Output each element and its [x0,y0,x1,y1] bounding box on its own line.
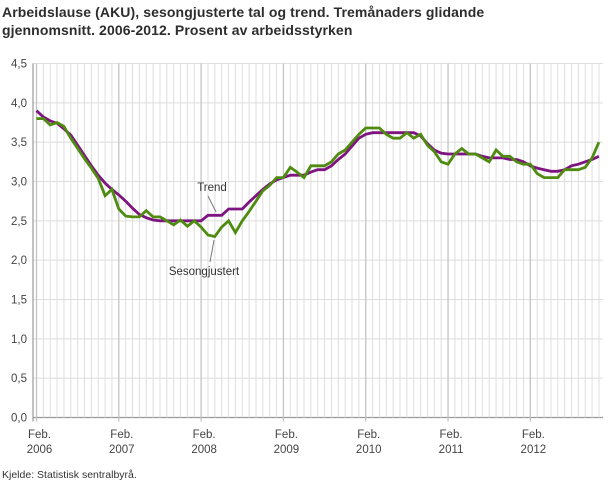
y-tick-label: 3,5 [11,137,27,149]
x-tick-label-month: Feb. [28,429,51,441]
y-tick-label: 2,0 [11,255,27,267]
x-tick-label-month: Feb. [110,429,133,441]
y-tick-label: 1,0 [11,334,27,346]
y-tick-label: 4,5 [11,59,27,71]
y-tick-label: 2,5 [11,216,27,228]
x-tick-label-year: 2009 [274,444,300,456]
y-tick-label: 4,0 [11,98,27,110]
y-tick-label: 0,5 [11,373,27,385]
x-tick-label-month: Feb. [193,429,216,441]
x-tick-label-year: 2007 [109,444,135,456]
seasonal-line [36,117,601,239]
trend-annotation-label: Trend [197,182,227,194]
chart-title-line1: Arbeidslause (AKU), sesongjusterte tal o… [2,4,485,20]
source-note: Kjelde: Statistisk sentralbyrå. [2,469,137,481]
x-tick-label-year: 2011 [439,444,464,456]
x-tick-label-year: 2006 [27,444,53,456]
plot-area: 4,5 4,0 3,5 3,0 2,5 2,0 1,5 1,0 0,5 0,0 Feb. 2006 Fe… [11,59,603,456]
x-tick-label-year: 2008 [191,444,217,456]
x-tick-label-month: Feb. [357,429,380,441]
y-tick-label: 0,0 [11,413,27,425]
chart-title-line2: gjennomsnitt. 2006-2012. Prosent av arbe… [2,22,353,38]
x-tick-label-year: 2012 [521,444,547,456]
x-tick-label-month: Feb. [522,429,545,441]
chart-canvas: 4,54,03,53,02,52,01,51,00,50,0Feb.2006Fe… [11,59,603,456]
x-tick-label-year: 2010 [356,444,382,456]
x-tick-label-month: Feb. [275,429,298,441]
trend-leader-line [207,195,217,213]
trend-line [35,109,600,223]
y-tick-label: 3,0 [11,177,27,189]
chart-title: Arbeidslause (AKU), sesongjusterte tal o… [2,3,602,39]
y-tick-label: 1,5 [11,295,27,307]
x-tick-label-month: Feb. [440,429,463,441]
seasonal-annotation-label: Sesongjustert [169,266,240,278]
seasonal-leader-line [209,239,215,263]
